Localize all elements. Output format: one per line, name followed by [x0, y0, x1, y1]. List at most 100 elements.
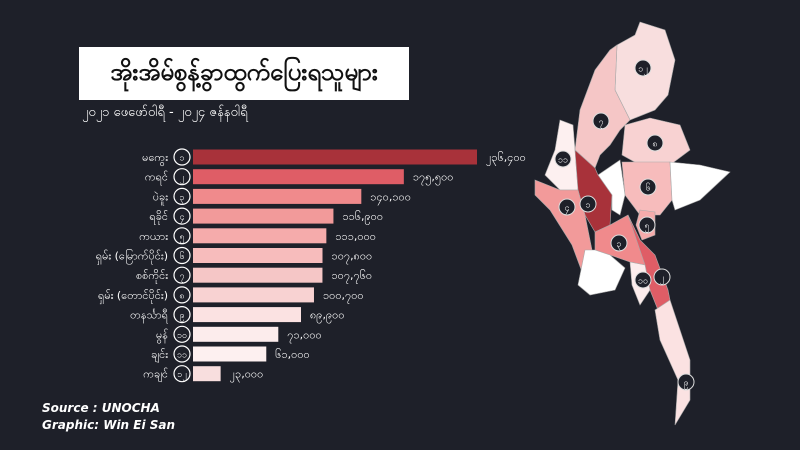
bar-row: ရှမ်း (တောင်ပိုင်း) ၈ ၁၀၀,၇၀၀ — [98, 286, 364, 304]
value-label: ၇၁,၀၀၀ — [287, 328, 321, 343]
rank-badge — [173, 148, 191, 166]
bar — [193, 208, 334, 224]
chart-title-box: အိုးအိမ်စွန့်ခွာထွက်ပြေးရသူများ — [79, 47, 409, 100]
bar-row: စစ်ကိုင်း ၇ ၁၀၇,၇၆၀ — [136, 266, 372, 284]
map-marker: ၃ — [610, 234, 628, 252]
map-marker: ၇ — [592, 112, 610, 130]
map-marker-label: ၁၁ — [558, 156, 568, 166]
source-block: Source : UNOCHA Graphic: Win Ei San — [42, 400, 175, 434]
bar — [193, 307, 302, 323]
rank-badge — [173, 345, 191, 363]
map-marker-label: ၂ — [660, 274, 664, 285]
rank-badge — [173, 187, 191, 205]
category-label: ချင်း — [151, 348, 168, 363]
rank-label: ၁၀ — [177, 331, 187, 341]
bar-row: ရခိုင် ၄ ၁၁၆,၉၀၀ — [149, 207, 383, 225]
value-label: ၂၃,၀၀၀ — [230, 368, 264, 383]
rank-badge — [173, 246, 191, 265]
rank-label: ၄ — [179, 213, 184, 224]
map-marker-label: ၄ — [564, 204, 569, 215]
rank-label: ၅ — [179, 232, 184, 243]
bar — [193, 169, 404, 185]
rank-badge — [173, 325, 191, 343]
category-label: ရှမ်း (မြောက်ပိုင်း) — [96, 249, 168, 265]
map-marker-label: ၈ — [652, 140, 657, 150]
bar-row: ကချင် ၁၂ ၂၃,၀၀၀ — [143, 365, 264, 383]
map-marker: ၂ — [653, 268, 671, 286]
credit-text: Graphic: Win Ei San — [42, 418, 176, 432]
value-label: ၂၃၆,၄၀၀ — [486, 151, 526, 166]
category-label: ကရင် — [145, 171, 168, 186]
rank-badge — [173, 365, 191, 383]
rank-label: ၂ — [180, 173, 184, 184]
map-marker: ၆ — [639, 178, 657, 196]
source-text: Source : UNOCHA — [42, 401, 160, 415]
rank-label: ၇ — [179, 272, 184, 283]
map-marker: ၁၂ — [634, 59, 652, 77]
map-region-tanintharyi — [654, 299, 691, 426]
map-region-shan-east — [669, 161, 731, 211]
rank-label: ၁ — [179, 154, 184, 164]
bar — [193, 326, 279, 342]
bar — [193, 366, 221, 382]
map-marker-label: ၆ — [645, 183, 650, 194]
map-marker-label: ၁ — [585, 201, 590, 211]
map-region-sagaing — [574, 44, 631, 169]
rank-label: ၁၁ — [177, 351, 187, 361]
chart-subtitle: ၂၀၂၁ ဖေဖော်ဝါရီ - ၂၀၂၄ ဇန်နဝါရီ — [82, 105, 248, 120]
value-label: ၈၉,၉၀၀ — [310, 309, 345, 324]
bar — [193, 267, 323, 283]
bar-row: ကရင် ၂ ၁၇၅,၅၀၀ — [145, 168, 454, 186]
value-label: ၁၄၀,၁၀၀ — [370, 190, 411, 205]
rank-label: ၆ — [179, 251, 184, 262]
map-marker-label: ၉ — [683, 379, 688, 390]
rank-badge — [173, 266, 191, 284]
bar — [193, 149, 477, 165]
category-label: မကွေး — [142, 151, 168, 166]
map-marker: ၁ — [579, 195, 597, 213]
category-label: တနင်္သာရီ — [130, 309, 169, 324]
bar — [193, 287, 314, 303]
map-marker: ၈ — [646, 134, 664, 152]
value-label: ၁၀၇,၇၆၀ — [331, 269, 372, 284]
map-region-ayeyarwady — [577, 249, 626, 296]
category-label: ပဲခူး — [153, 190, 168, 205]
value-label: ၁၇၅,၅၀၀ — [413, 171, 454, 186]
bar-row: မကွေး ၁ ၂၃၆,၄၀၀ — [142, 148, 526, 166]
bar-row: ပဲခူး ၃ ၁၄၀,၁၀၀ — [153, 187, 411, 205]
rank-label: ၁၂ — [177, 370, 186, 381]
map-marker-label: ၃ — [616, 240, 621, 251]
map-marker-label: ၁၂ — [638, 65, 647, 76]
bar-row: ချင်း ၁၁ ၆၁,၀၀၀ — [151, 345, 310, 363]
rank-badge — [173, 306, 191, 324]
value-label: ၁၁၁,၀၀၀ — [335, 230, 376, 243]
rank-badge — [173, 207, 191, 225]
bar — [193, 248, 323, 263]
category-label: ရခိုင် — [149, 210, 168, 225]
bar-row: ကယား ၅ ၁၁၁,၀၀၀ — [139, 227, 376, 245]
map-marker: ၉ — [677, 373, 695, 391]
rank-label: ၈ — [179, 291, 184, 301]
category-label: မွန် — [156, 328, 168, 343]
map-marker: ၁၁ — [554, 150, 572, 168]
map-marker: ၅ — [638, 216, 656, 234]
rank-badge — [173, 286, 191, 304]
bar — [193, 346, 267, 362]
bar-row: တနင်္သာရီ ၉ ၈၉,၉၀၀ — [130, 306, 345, 324]
map-marker-label: ၇ — [598, 118, 603, 129]
bar — [193, 188, 362, 204]
value-label: ၁၁၆,၉၀၀ — [342, 210, 383, 225]
rank-label: ၉ — [179, 311, 184, 322]
map-marker: ၄ — [558, 198, 576, 216]
bar — [193, 228, 327, 244]
chart-title: အိုးအိမ်စွန့်ခွာထွက်ပြေးရသူများ — [110, 57, 378, 86]
value-label: ၆၁,၀၀၀ — [275, 348, 309, 361]
category-label: ကချင် — [143, 368, 168, 383]
rank-label: ၃ — [179, 193, 184, 204]
category-label: ရှမ်း (တောင်ပိုင်း) — [98, 289, 168, 304]
rank-badge — [173, 227, 191, 245]
bar-row: မွန် ၁၀ ၇၁,၀၀၀ — [156, 325, 322, 343]
map-marker: ၁၀ — [634, 271, 652, 289]
